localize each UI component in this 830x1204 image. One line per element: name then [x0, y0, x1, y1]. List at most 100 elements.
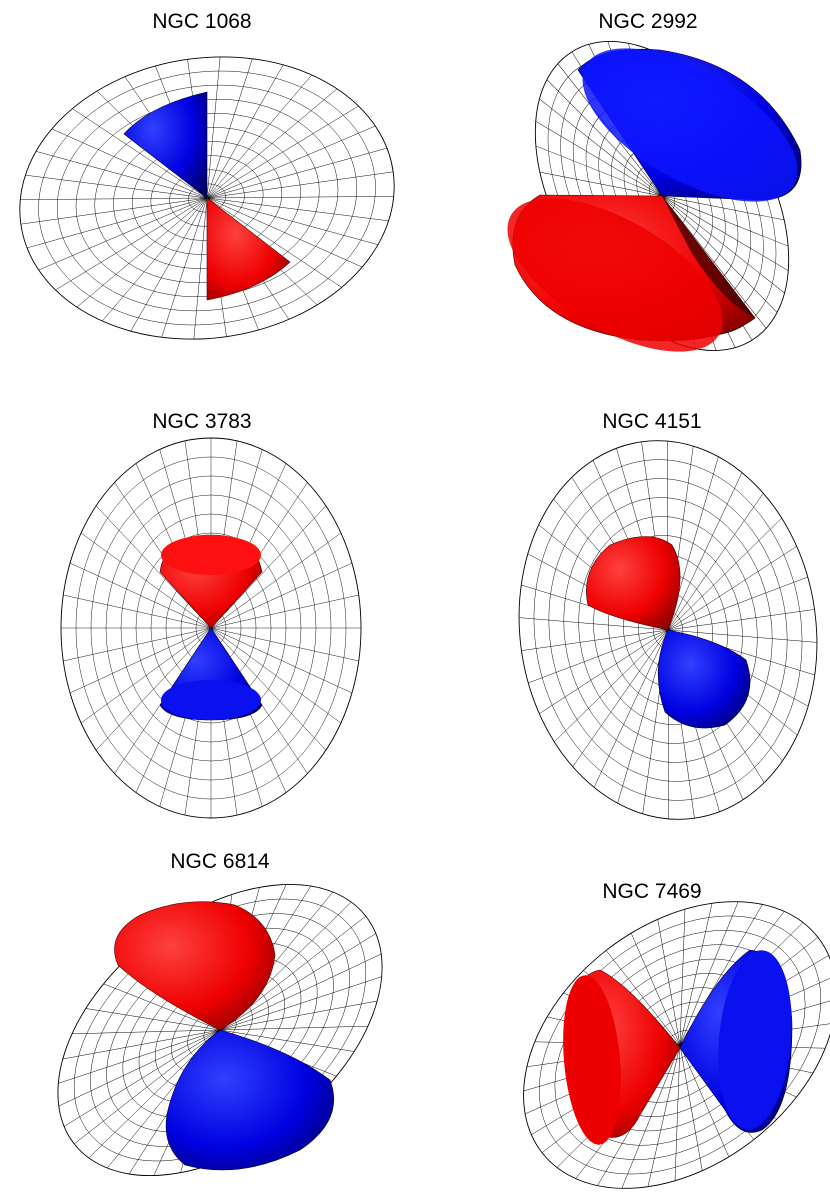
- grid-spoke: [74, 1029, 221, 1145]
- grid-spoke: [210, 505, 327, 629]
- panel-title: NGC 7469: [602, 880, 701, 903]
- approaching-cone: [586, 536, 681, 631]
- grid-spoke: [593, 629, 669, 788]
- grid-spoke: [210, 594, 359, 629]
- grid-spoke: [64, 1029, 221, 1127]
- grid-spoke: [58, 1029, 221, 1084]
- panel-ngc-3783: NGC 3783: [60, 410, 362, 819]
- receding-cone-rim: [161, 680, 261, 720]
- grid-spoke: [62, 1029, 221, 1060]
- grid-spoke: [546, 79, 663, 197]
- grid-spoke: [95, 627, 212, 751]
- receding-cone-rim: [582, 48, 798, 202]
- approaching-cone: [114, 901, 276, 1031]
- grid-spoke: [679, 901, 739, 1046]
- grid-spoke: [219, 1029, 355, 1052]
- grid-spoke: [661, 195, 767, 329]
- grid-spoke: [521, 629, 669, 651]
- grid-spoke: [667, 517, 782, 631]
- grid-spoke: [206, 197, 363, 268]
- panel-ngc-1068: NGC 1068: [19, 10, 395, 340]
- approaching-cone: [206, 197, 291, 301]
- grid-spoke: [667, 576, 808, 631]
- grid-spoke: [554, 629, 669, 743]
- grid-spoke: [539, 629, 669, 714]
- grid-spoke: [69, 562, 212, 629]
- grid-spoke: [69, 627, 212, 694]
- grid-spoke: [206, 56, 221, 199]
- approaching-cone-rim: [507, 198, 723, 352]
- grid-spoke: [206, 197, 342, 288]
- grid-spoke: [72, 1029, 221, 1035]
- grid-spoke: [206, 196, 394, 199]
- grid-spoke: [55, 197, 208, 291]
- grid-spoke: [206, 74, 312, 199]
- panel-ngc-2992: NGC 2992: [507, 10, 802, 352]
- grid-spoke: [206, 105, 359, 199]
- grid-spoke: [210, 627, 353, 694]
- grid-spoke: [661, 195, 778, 313]
- grid-spoke: [193, 197, 208, 340]
- grid-spoke: [621, 1044, 681, 1189]
- grid-spoke: [661, 195, 785, 221]
- grid-spoke: [674, 1044, 681, 1181]
- panel-title: NGC 4151: [602, 410, 701, 433]
- grid-spoke: [206, 197, 389, 222]
- approaching-cone-shadow: [662, 196, 755, 318]
- grid-spoke: [102, 197, 208, 322]
- grid-spoke: [210, 627, 359, 662]
- panel-ngc-4151: NGC 4151: [518, 410, 818, 820]
- grid-spoke: [667, 546, 797, 631]
- grid-spoke: [80, 532, 212, 629]
- grid-spoke: [63, 594, 212, 629]
- grid-spoke: [206, 125, 376, 199]
- grid-spoke: [539, 98, 663, 197]
- grid-spoke: [206, 197, 379, 245]
- grid-spoke: [206, 171, 394, 199]
- grid-spoke: [35, 151, 208, 199]
- approaching-cone-rim: [563, 975, 621, 1145]
- grid-spoke: [661, 195, 789, 271]
- grid-spoke: [26, 197, 208, 249]
- grid-spoke: [667, 472, 743, 631]
- grid-spoke: [572, 629, 669, 767]
- receding-cone-rim: [718, 950, 792, 1130]
- grid-spoke: [535, 145, 663, 197]
- grid-spoke: [25, 174, 208, 199]
- grid-spoke: [130, 197, 208, 332]
- receding-cone: [657, 629, 751, 729]
- grid-spoke: [206, 64, 284, 199]
- panel-title: NGC 1068: [152, 10, 251, 33]
- grid-spoke: [679, 1044, 730, 1157]
- grid-spoke: [539, 171, 663, 197]
- disk-grid: [518, 440, 818, 820]
- grid-spoke: [76, 197, 208, 308]
- grid-spoke: [647, 1044, 681, 1187]
- grid-spoke: [20, 197, 208, 200]
- grid-spoke: [519, 617, 669, 631]
- grid-ring: [518, 440, 818, 820]
- grid-spoke: [528, 629, 669, 684]
- grid-spoke: [85, 1008, 221, 1031]
- panel-ngc-7469: NGC 7469: [523, 880, 830, 1189]
- panel-ngc-6814: NGC 6814: [57, 850, 383, 1177]
- grid-spoke: [679, 909, 686, 1046]
- grid-spoke: [219, 976, 382, 1031]
- grid-spoke: [661, 195, 789, 247]
- grid-spoke: [38, 197, 208, 271]
- grid-spoke: [535, 121, 663, 197]
- grid-spoke: [206, 147, 388, 199]
- grid-spoke: [210, 627, 342, 724]
- grid-spoke: [667, 493, 764, 631]
- panel-title: NGC 2992: [598, 10, 697, 33]
- receding-cone: [165, 1029, 334, 1171]
- grid-spoke: [679, 1044, 703, 1171]
- grid-spoke: [103, 983, 221, 1031]
- disk-grid: [60, 437, 362, 819]
- grid-spoke: [51, 128, 208, 199]
- grid-spoke: [20, 197, 208, 225]
- grid-spoke: [206, 58, 253, 199]
- grid-spoke: [219, 1025, 368, 1031]
- grid-spoke: [219, 933, 376, 1031]
